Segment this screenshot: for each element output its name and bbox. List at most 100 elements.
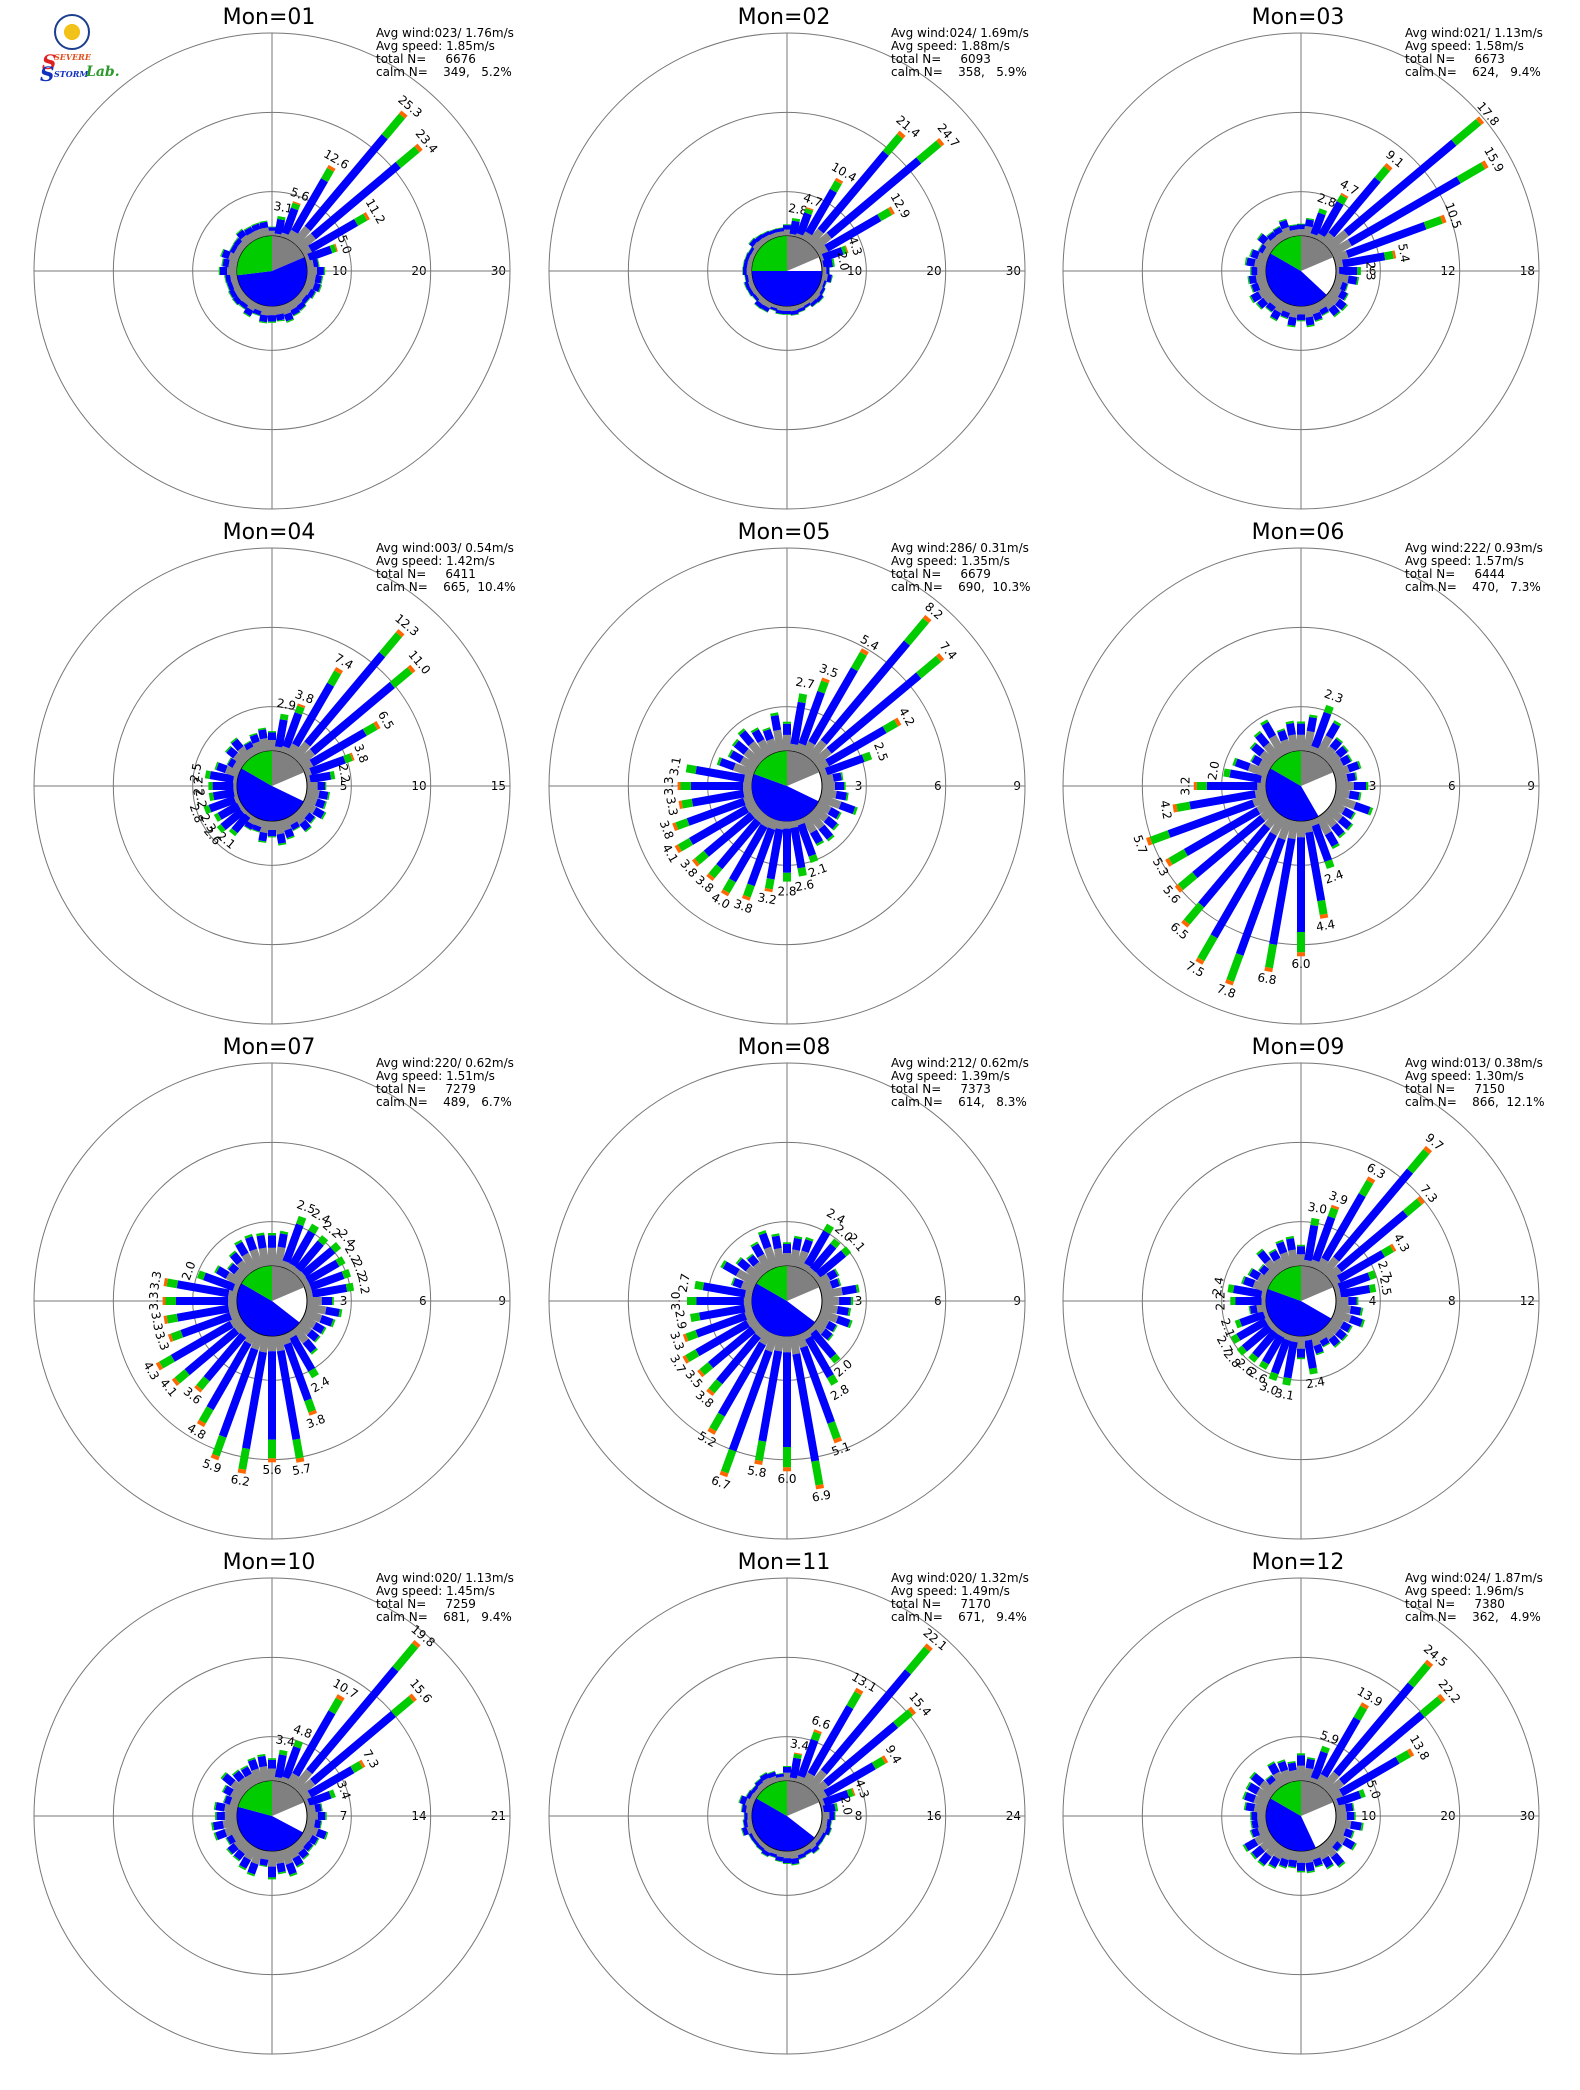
spoke-green-segment: [731, 738, 739, 747]
spoke-green-segment: [716, 757, 722, 766]
spoke-blue-segment: [212, 1820, 224, 1831]
spoke-gray-segment: [745, 1804, 754, 1814]
stats-avg-wind: Avg wind:003/ 0.54m/s: [376, 541, 514, 555]
spoke-blue-segment: [216, 762, 228, 774]
spoke-orange-tip: [1319, 913, 1329, 919]
spoke-green-segment: [279, 1230, 289, 1235]
spoke-blue-segment: [245, 1236, 258, 1252]
spoke-blue-segment: [226, 1834, 236, 1845]
spoke-blue-segment: [822, 259, 834, 269]
bar-value-label: 2.7: [1375, 1259, 1395, 1282]
bar-value-label: 3.8: [304, 1412, 327, 1432]
spoke-blue-segment: [820, 1328, 833, 1341]
spoke-orange-tip: [922, 614, 932, 624]
spoke-gray-segment: [242, 295, 253, 306]
spoke-gray-segment: [815, 759, 830, 772]
spoke-gray-segment: [746, 1315, 759, 1327]
spoke-gray-segment: [286, 1263, 297, 1273]
pie-green-sector: [238, 1781, 272, 1816]
bar-value-label: 15.9: [1481, 144, 1506, 174]
spoke-green-segment: [330, 1242, 342, 1254]
spoke-orange-tip: [1165, 857, 1173, 867]
spoke-blue-segment: [292, 682, 335, 748]
rose-stats-block: Avg wind:286/ 0.31m/s Avg speed: 1.35m/s t…: [891, 542, 1031, 594]
spoke-gray-segment: [820, 273, 828, 283]
spoke-blue-segment: [1329, 738, 1342, 751]
spoke-blue-segment: [1349, 1305, 1362, 1316]
spoke-gray-segment: [296, 290, 307, 301]
spoke-blue-segment: [728, 1349, 773, 1452]
spoke-gray-segment: [769, 1775, 779, 1785]
spoke-green-segment: [750, 727, 759, 734]
spoke-green-segment: [231, 1769, 240, 1776]
bar-value-label: 6.0: [1291, 957, 1310, 971]
spoke-blue-segment: [1321, 1192, 1366, 1262]
rose-title: Mon=04: [222, 520, 316, 545]
stats-avg-speed: Avg speed: 1.51m/s: [376, 1069, 495, 1083]
spoke-gray-segment: [1309, 1847, 1321, 1860]
spoke-blue-segment: [310, 161, 401, 240]
spoke-green-segment: [213, 1832, 218, 1841]
spoke-green-segment: [1360, 1319, 1365, 1328]
spoke-blue-segment: [695, 1320, 750, 1357]
spoke-green-segment: [815, 840, 825, 847]
spoke-green-segment: [1335, 737, 1344, 744]
spoke-gray-segment: [757, 1253, 773, 1273]
bar-value-label: 10.5: [1442, 201, 1464, 231]
spoke-gray-segment: [1259, 1835, 1277, 1852]
spoke-gray-segment: [231, 279, 241, 290]
spoke-blue-segment: [751, 1784, 759, 1794]
bar-value-label: 5.4: [1395, 242, 1412, 263]
spoke-gray-segment: [1269, 814, 1287, 836]
spoke-gray-segment: [1253, 1795, 1270, 1808]
spoke-gray-segment: [1303, 1259, 1313, 1268]
rose-stats-block: Avg wind:021/ 1.13m/s Avg speed: 1.58m/s t…: [1405, 27, 1543, 79]
spoke-gray-segment: [789, 819, 799, 829]
spoke-gray-segment: [280, 232, 290, 240]
spoke-gray-segment: [1256, 800, 1273, 815]
spoke-blue-segment: [222, 1773, 236, 1787]
spoke-blue-segment: [298, 1848, 309, 1859]
spoke-gray-segment: [300, 800, 317, 814]
spoke-gray-segment: [757, 295, 768, 306]
stats-calm-n: calm N= 358, 5.9%: [891, 65, 1027, 79]
spoke-gray-segment: [305, 1804, 316, 1814]
spoke-green-segment: [1250, 754, 1256, 763]
rose-stats-block: Avg wind:003/ 0.54m/s Avg speed: 1.42m/s t…: [376, 542, 516, 594]
spoke-gray-segment: [765, 1332, 779, 1353]
spoke-blue-segment: [801, 1238, 813, 1254]
spoke-green-segment: [234, 1239, 243, 1246]
pie-blue-sector: [751, 1283, 815, 1337]
spoke-green-segment: [720, 1260, 727, 1269]
spoke-gray-segment: [746, 1824, 756, 1835]
spoke-blue-segment: [290, 306, 301, 316]
stats-calm-n: calm N= 614, 8.3%: [891, 1095, 1027, 1109]
spoke-blue-segment: [215, 1802, 226, 1812]
spoke-gray-segment: [1281, 1847, 1293, 1861]
spoke-blue-segment: [1248, 274, 1257, 285]
spoke-blue-segment: [282, 1746, 301, 1780]
spoke-gray-segment: [749, 1792, 759, 1802]
spoke-green-segment: [817, 680, 829, 694]
spoke-orange-tip: [887, 206, 895, 216]
spoke-blue-segment: [221, 249, 231, 260]
spoke-blue-segment: [758, 1232, 772, 1250]
spoke-blue-segment: [737, 1258, 751, 1272]
bar-value-label: 3.3: [663, 796, 680, 817]
bar-value-label: 10.7: [330, 1676, 360, 1701]
spoke-green-segment: [329, 771, 336, 780]
spoke-green-segment: [233, 237, 239, 245]
spoke-gray-segment: [795, 1250, 809, 1270]
pie-blue-sector: [751, 774, 819, 822]
spoke-blue-segment: [1325, 722, 1340, 740]
spoke-gray-segment: [1325, 805, 1343, 823]
spoke-blue-segment: [1258, 1852, 1272, 1866]
spoke-gray-segment: [1259, 1780, 1277, 1797]
spoke-blue-segment: [1239, 1310, 1266, 1327]
stats-total-n: total N= 7279: [376, 1082, 476, 1096]
spoke-blue-segment: [836, 1305, 850, 1316]
spoke-blue-segment: [233, 1849, 246, 1861]
bar-value-label: 2.2: [192, 776, 206, 795]
spoke-blue-segment: [826, 672, 922, 754]
spoke-orange-tip: [1389, 1243, 1397, 1253]
